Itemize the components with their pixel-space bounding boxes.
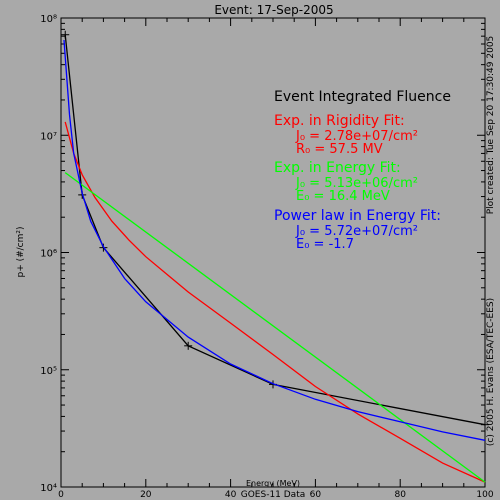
y-tick-label: 10⁶	[40, 249, 57, 260]
x-tick-label: 40	[225, 490, 237, 500]
rigidity-fit-j0-line: J₀ = 2.78e+07/cm²	[295, 129, 418, 144]
x-tick-label: 0	[58, 490, 64, 500]
x-tick-label: 100	[476, 490, 493, 500]
energy-fit-e0-value: 16.4 MeV	[329, 189, 390, 204]
x-axis-label: Energy (MeV)	[246, 479, 300, 488]
y-tick-label: 10⁸	[40, 14, 57, 25]
power-law-fit-line	[63, 39, 486, 441]
rigidity-fit-j0-value: 2.78e+07/cm²	[324, 129, 418, 144]
y-tick-label: 10⁴	[40, 483, 57, 494]
power-fit-e0-value: -1.7	[329, 237, 354, 252]
series-group	[61, 30, 489, 483]
rigidity-fit-r0-label: R₀ =	[296, 142, 329, 157]
power-fit-j0-line: J₀ = 5.72e+07/cm²	[295, 224, 418, 239]
power-fit-e0-label: E₀ =	[296, 237, 329, 252]
power-fit-j0-value: 5.72e+07/cm²	[324, 224, 418, 239]
data-point-marker	[184, 341, 193, 350]
energy-fit-title: Exp. in Energy Fit:	[274, 160, 401, 176]
chart-title: Event: 17-Sep-2005	[214, 3, 333, 17]
power-fit-title: Power law in Energy Fit:	[274, 208, 441, 224]
rigidity-fit-title: Exp. in Rigidity Fit:	[274, 113, 405, 129]
rigidity-fit-r0-line: R₀ = 57.5 MV	[296, 142, 383, 157]
axis-ticks: 0 20 40 60 80 100 10⁴ 10⁵ 10⁶ 10⁷ 10⁸	[40, 14, 494, 500]
y-tick-label: 10⁷	[40, 131, 57, 142]
x-tick-label: 80	[394, 490, 406, 500]
data-point-marker	[61, 30, 70, 39]
y-tick-label: 10⁵	[40, 366, 57, 377]
x-tick-label: 20	[140, 490, 152, 500]
rigidity-fit-r0-value: 57.5 MV	[329, 142, 382, 157]
energy-fit-e0-line: E₀ = 16.4 MeV	[296, 189, 390, 204]
data-point-marker	[481, 420, 489, 429]
energy-fit-j0-label: J₀ =	[295, 176, 324, 191]
plot-created-note: Plot created: Tue Sep 20 17:30:49 2005	[486, 36, 496, 215]
power-fit-j0-label: J₀ =	[295, 224, 324, 239]
copyright-note: (c) 2005 H. Evans (ESA/TEC-EES)	[486, 298, 496, 446]
power-fit-e0-line: E₀ = -1.7	[296, 237, 354, 252]
x-tick-label: 60	[310, 490, 322, 500]
annotation-heading: Event Integrated Fluence	[274, 89, 451, 105]
energy-fit-e0-label: E₀ =	[296, 189, 329, 204]
energy-fit-j0-line: J₀ = 5.13e+06/cm²	[295, 176, 418, 191]
rigidity-fit-line	[64, 121, 486, 483]
energy-fit-line	[64, 172, 486, 483]
energy-fit-j0-value: 5.13e+06/cm²	[324, 176, 418, 191]
footer-text: GOES-11 Data	[241, 490, 306, 500]
rigidity-fit-j0-label: J₀ =	[295, 129, 324, 144]
y-axis-label: p+ (#/cm²)	[16, 226, 26, 277]
